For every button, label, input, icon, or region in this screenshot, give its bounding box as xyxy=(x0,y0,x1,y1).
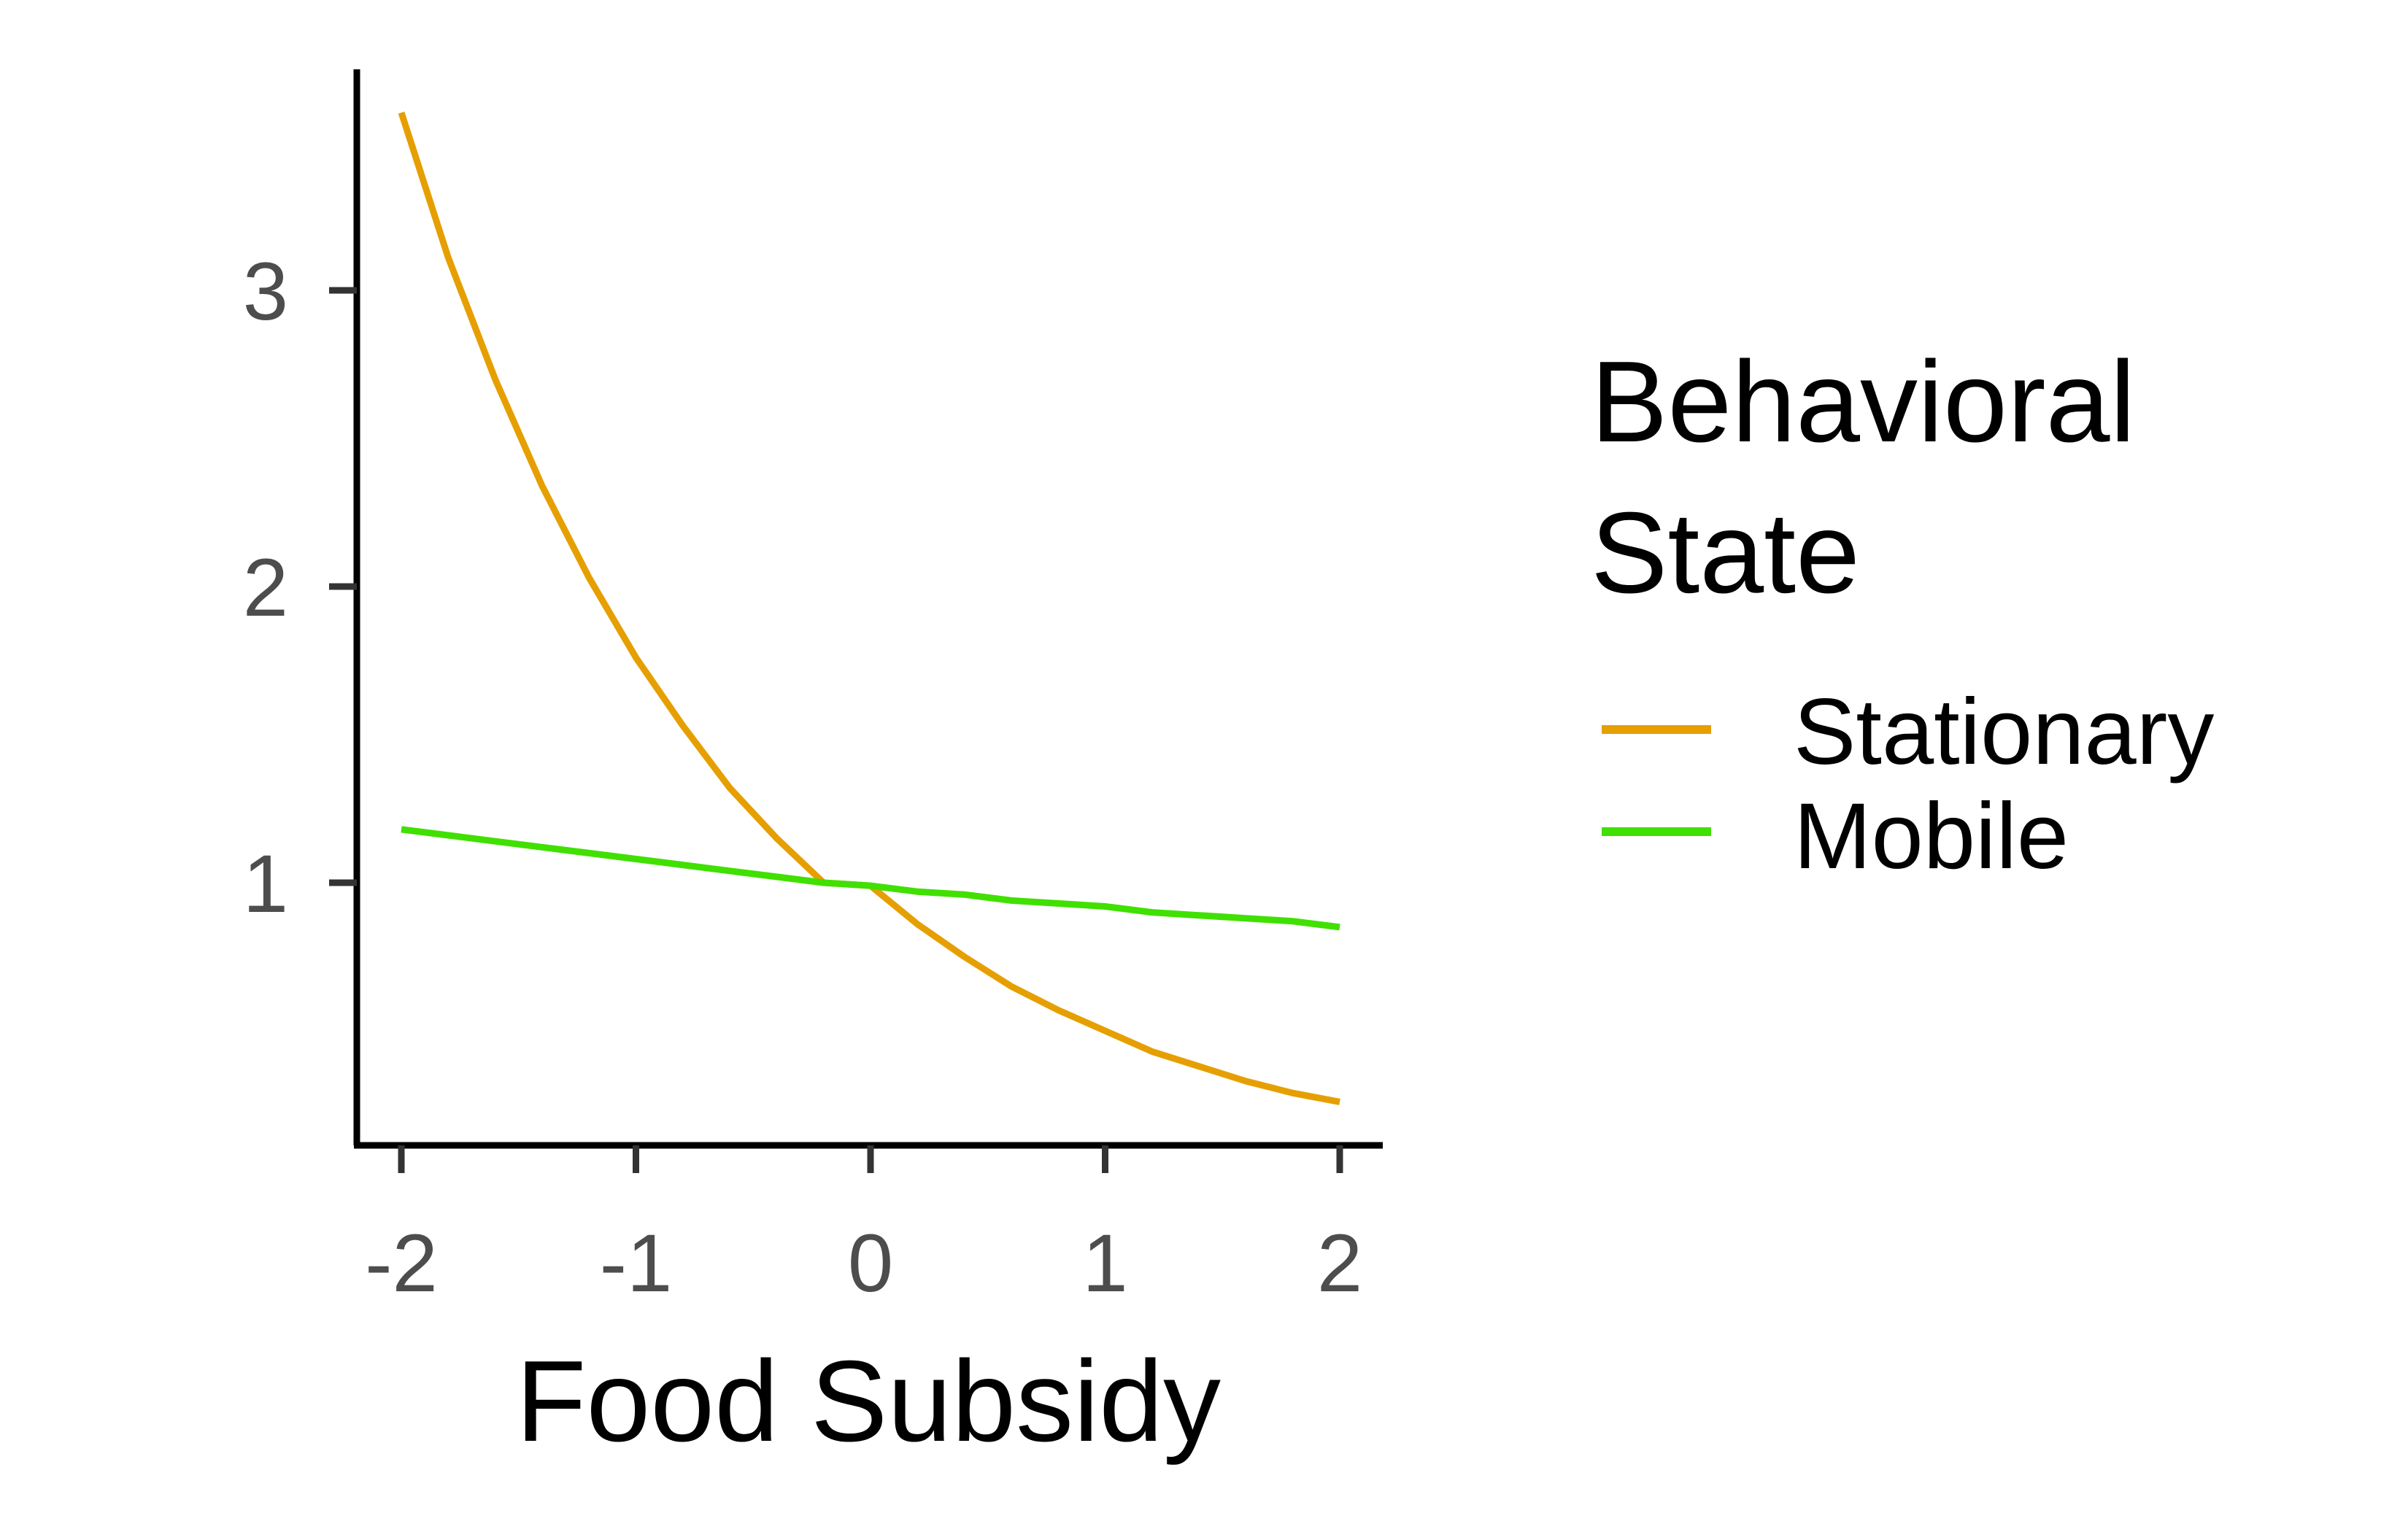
x-axis-title: Food Subsidy xyxy=(516,1337,1221,1466)
x-tick-label: 0 xyxy=(848,1218,893,1309)
x-tick-label: 1 xyxy=(1082,1218,1127,1309)
y-tick-label: 1 xyxy=(243,838,288,929)
legend-title-line-1: Behavioral xyxy=(1591,338,2136,466)
series-layer xyxy=(398,112,1340,1105)
x-tick-label: -2 xyxy=(365,1218,438,1309)
series-line-mobile xyxy=(401,826,1340,931)
legend: Behavioral State Stationary Mobile xyxy=(1591,338,2214,889)
legend-title-line-2: State xyxy=(1591,489,1860,617)
x-ticks: -2 -1 0 1 2 xyxy=(365,1145,1362,1309)
x-tick-label: -1 xyxy=(600,1218,673,1309)
plot-area: -2 -1 0 1 2 1 2 3 xyxy=(243,69,1383,1309)
y-tick-label: 2 xyxy=(243,542,288,633)
y-ticks: 1 2 3 xyxy=(243,246,357,929)
series-line-stationary xyxy=(398,112,1340,1105)
x-tick-label: 2 xyxy=(1317,1218,1362,1309)
y-tick-label: 3 xyxy=(243,246,288,337)
legend-label-mobile: Mobile xyxy=(1794,784,2069,889)
legend-label-stationary: Stationary xyxy=(1794,680,2214,784)
